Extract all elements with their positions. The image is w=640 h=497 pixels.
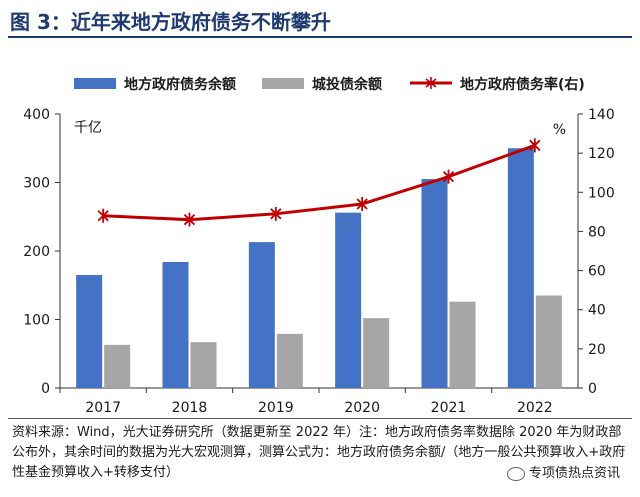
debt-ratio-point-2020 [356,197,368,212]
bar-lgfv-bond-2021 [449,301,476,388]
legend-label-3: 地方政府债务率(右) [460,76,585,93]
bar-lgfv-bond-2022 [535,295,562,388]
debt-chart: 地方政府债务余额 城投债余额 地方政府债务率(右) 0 100 200 300 400 0 20 4… [23,76,615,416]
legend-label-2: 城投债余额 [312,76,382,93]
debt-ratio-point-2022 [529,138,541,153]
right-tick-label-6: 120 [588,146,615,162]
bar-lgfv-bond-2020 [363,318,390,388]
bar-local-gov-debt-2020 [335,212,362,388]
title-divider [8,36,632,38]
bar-local-gov-debt-2017 [76,274,103,388]
right-tick-label-5: 100 [588,185,615,201]
wechat-icon [506,466,525,481]
left-tick-label-3: 300 [23,176,50,192]
left-tick-label-0: 0 [41,381,50,397]
x-tick-label-0: 2017 [85,400,121,416]
legend-marker-3 [425,77,437,89]
right-tick-label-2: 40 [588,303,606,319]
legend-label-1: 地方政府债务余额 [124,76,236,93]
right-tick-label-7: 140 [588,107,615,123]
right-tick-label-3: 60 [588,264,606,280]
bar-local-gov-debt-2021 [421,179,448,388]
source-note: 资料来源：Wind，光大证券研究所（数据更新至 2022 年）注：地方政府债务率… [12,425,626,480]
x-tick-label-5: 2022 [517,400,553,416]
right-tick-label-1: 20 [588,342,606,358]
legend-swatch-2 [262,78,304,89]
right-tick-label-0: 0 [588,381,597,397]
left-unit-label: 千亿 [74,120,102,136]
x-tick-label-4: 2021 [431,400,467,416]
bar-local-gov-debt-2019 [248,242,275,388]
bar-local-gov-debt-2022 [507,148,534,388]
x-tick-label-2: 2019 [258,400,294,416]
debt-ratio-point-2021 [442,169,455,184]
right-tick-label-4: 80 [588,224,606,240]
footnote-divider [8,418,632,419]
watermark: 专项债热点资讯 [506,462,620,481]
watermark-text: 专项债热点资讯 [528,466,620,481]
left-tick-label-4: 400 [23,107,50,123]
bar-local-gov-debt-2018 [162,261,189,388]
x-tick-label-1: 2018 [172,400,208,416]
bar-lgfv-bond-2018 [190,342,217,388]
debt-ratio-point-2018 [183,212,196,227]
bar-lgfv-bond-2017 [104,344,131,388]
debt-ratio-point-2019 [270,206,282,221]
chart-title: 图 3：近年来地方政府债务不断攀升 [10,10,331,34]
legend-swatch-1 [74,78,116,89]
left-tick-label-2: 200 [23,244,50,260]
x-tick-label-3: 2020 [344,400,380,416]
debt-ratio-line [103,143,536,222]
right-unit-label: % [553,122,566,138]
bar-lgfv-bond-2019 [276,333,303,388]
left-tick-label-1: 100 [23,313,50,329]
debt-ratio-point-2017 [97,208,109,223]
